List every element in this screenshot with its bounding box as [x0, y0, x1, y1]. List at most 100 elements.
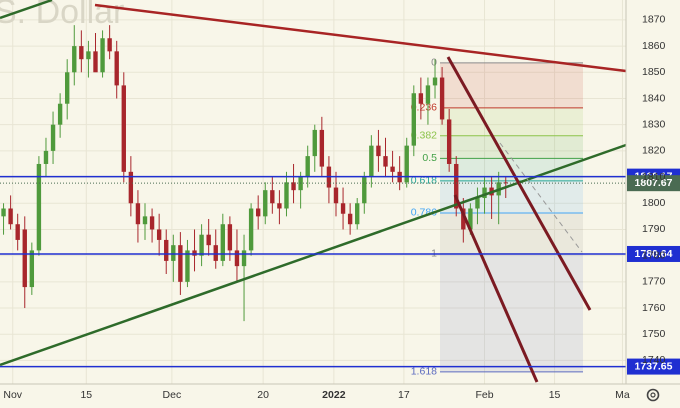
candle-body: [503, 182, 508, 184]
candle-body: [270, 190, 275, 204]
candle-body: [482, 187, 487, 199]
candle-body: [22, 229, 27, 288]
channel-line: [0, 143, 627, 367]
candle-body: [248, 208, 254, 251]
y-tick-label: 1870: [642, 14, 666, 26]
price-label: 1807.67: [635, 177, 673, 189]
fib-label: 1.618: [411, 366, 437, 378]
price-label-box: [627, 175, 680, 192]
candle-body: [291, 182, 296, 191]
y-tick-label: 1760: [642, 302, 666, 314]
candle-body: [411, 93, 416, 146]
candle-body: [192, 250, 197, 256]
fib-label: 0.236: [411, 102, 437, 114]
candle-body: [255, 208, 261, 217]
candle-body: [425, 85, 431, 104]
candle-body: [439, 77, 445, 120]
channel-line: [453, 194, 539, 383]
y-tick-label: 1740: [642, 354, 666, 366]
candle-body: [156, 229, 162, 240]
candle-body: [277, 203, 282, 209]
x-tick-label: 2022: [322, 389, 346, 401]
candle-body: [454, 163, 459, 209]
y-tick-label: 1790: [642, 223, 666, 235]
candle-body: [432, 77, 438, 86]
candle-body: [355, 203, 360, 225]
candle-body: [142, 216, 148, 225]
candle-body: [79, 46, 84, 60]
price-label-box: [627, 358, 680, 375]
y-tick-label: 1780: [642, 249, 666, 261]
candle-body: [340, 203, 346, 214]
candle-body: [171, 245, 176, 261]
candle-body: [475, 198, 480, 209]
watermark: S. Dollar: [0, 0, 124, 31]
candle-body: [461, 208, 466, 230]
candle-body: [29, 250, 35, 288]
settings-icon-core[interactable]: [650, 392, 656, 398]
candle-body: [312, 129, 317, 157]
candle-body: [199, 234, 204, 256]
candle-body: [135, 203, 141, 225]
candle-body: [128, 171, 134, 204]
candle-body: [121, 85, 126, 172]
fib-label: 0.382: [411, 130, 437, 142]
candle-body: [65, 72, 70, 104]
candle-body: [418, 93, 424, 104]
candle-body: [43, 150, 49, 164]
candle-body: [206, 234, 211, 246]
candle-body: [446, 119, 452, 164]
candle-body: [93, 51, 98, 73]
candle-body: [149, 216, 155, 230]
candle-body: [347, 213, 353, 225]
fib-zone: [440, 62, 583, 108]
channel-line: [0, 0, 53, 20]
price-label: 1780.64: [635, 248, 673, 260]
x-tick-label: 17: [398, 389, 410, 401]
candle-body: [383, 156, 388, 167]
settings-icon[interactable]: [646, 388, 660, 402]
price-label-box: [627, 245, 680, 262]
candle-body: [333, 187, 339, 204]
y-tick-label: 1810: [642, 171, 666, 183]
candle-body: [185, 250, 190, 282]
y-tick-label: 1770: [642, 276, 666, 288]
y-tick-label: 1850: [642, 66, 666, 78]
fib-zone: [440, 107, 583, 136]
candle-body: [213, 245, 218, 261]
candle-body: [404, 145, 409, 183]
fib-label: 0: [431, 57, 437, 69]
candle-body: [57, 103, 63, 125]
candle-body: [15, 224, 20, 240]
candle-body: [468, 208, 473, 230]
y-tick-label: 1750: [642, 328, 666, 340]
y-tick-label: 1800: [642, 197, 666, 209]
x-tick-label: 15: [80, 389, 92, 401]
x-tick-label: Ma: [615, 389, 630, 401]
y-tick-label: 1860: [642, 40, 666, 52]
x-tick-label: 15: [549, 389, 561, 401]
y-tick-label: 1820: [642, 145, 666, 157]
candle-body: [263, 190, 268, 217]
candle-body: [234, 250, 240, 267]
projection-line: [499, 142, 583, 253]
fib-zone: [440, 253, 583, 372]
candle-body: [369, 145, 374, 178]
candle-body: [36, 163, 42, 251]
settings-button[interactable]: [646, 388, 660, 402]
y-tick-label: 1840: [642, 92, 666, 104]
trend-line: [94, 3, 627, 73]
candle-body: [114, 51, 119, 86]
candle-body: [72, 46, 77, 73]
candle-body: [100, 38, 105, 73]
fib-zone: [440, 135, 583, 159]
candle-body: [178, 245, 183, 282]
x-tick-label: Nov: [3, 389, 22, 401]
candle-body: [50, 124, 56, 151]
x-tick-label: Feb: [475, 389, 493, 401]
y-tick-label: 1830: [642, 118, 666, 130]
x-tick-label: 20: [257, 389, 269, 401]
x-tick-label: Dec: [163, 389, 182, 401]
